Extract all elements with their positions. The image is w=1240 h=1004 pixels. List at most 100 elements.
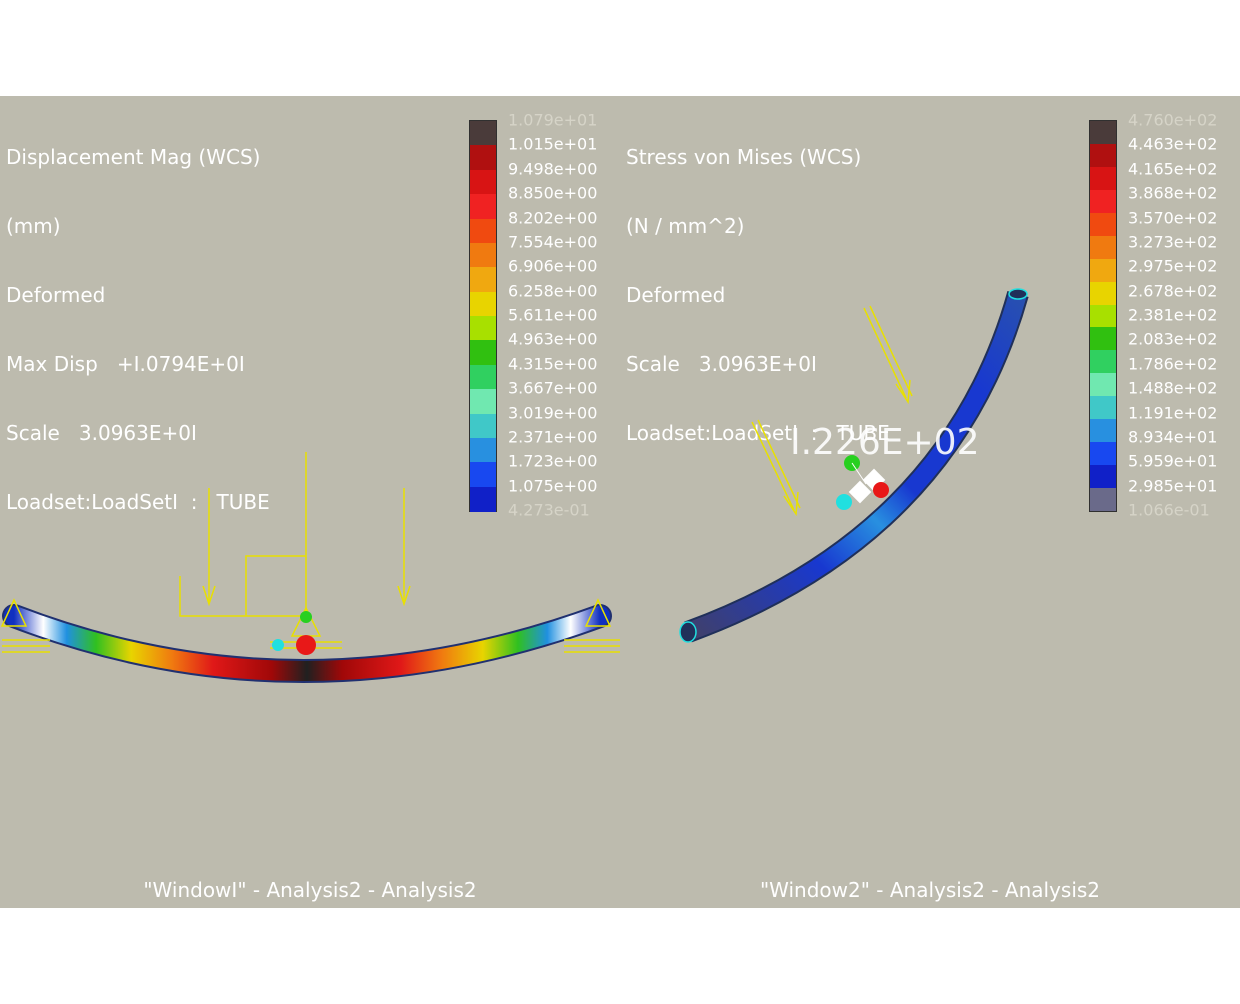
legend-tick-label: 1.015e+01 xyxy=(508,134,598,154)
legend-swatch xyxy=(1090,350,1116,374)
legend-tick-label: 2.083e+02 xyxy=(1128,329,1218,349)
triad-y-marker xyxy=(300,611,312,623)
deformation-scale: Scale 3.0963E+0I xyxy=(626,352,817,376)
loadset-info: Loadset:LoadSetI : TUBE xyxy=(6,490,270,514)
legend-swatch xyxy=(470,218,496,244)
legend-swatch xyxy=(470,267,496,293)
legend-tick-label: 1.723e+00 xyxy=(508,451,598,471)
color-legend: 4.760e+02 4.463e+02 4.165e+02 3.868e+02 3.57… xyxy=(1088,111,1238,520)
tube-model-view[interactable] xyxy=(620,96,1240,908)
legend-tick-label: 6.258e+00 xyxy=(508,281,598,301)
legend-swatch xyxy=(1090,235,1116,260)
legend-tick-label: 3.667e+00 xyxy=(508,378,598,398)
result-units: (N / mm^2) xyxy=(626,214,745,238)
legend-tick-label: 1.075e+00 xyxy=(508,476,598,496)
legend-swatch xyxy=(1090,258,1116,283)
result-info-panel: Displacement Mag (WCS) (mm) Deformed Max… xyxy=(6,100,270,560)
tube-end-left xyxy=(679,621,697,643)
legend-swatch xyxy=(470,437,496,463)
legend-tick-label: 2.678e+02 xyxy=(1128,281,1218,301)
color-legend: 1.079e+01 1.015e+01 9.498e+00 8.850e+00 8.20… xyxy=(468,111,618,520)
legend-color-bar xyxy=(1089,120,1117,512)
legend-swatch xyxy=(470,242,496,268)
legend-swatch xyxy=(470,413,496,439)
legend-swatch xyxy=(470,145,496,171)
legend-tick-label: 2.371e+00 xyxy=(508,427,598,447)
legend-tick-label: 2.975e+02 xyxy=(1128,256,1218,276)
legend-swatch xyxy=(1090,121,1116,145)
result-window-2[interactable]: Stress von Mises (WCS) (N / mm^2) Deform… xyxy=(620,96,1240,908)
legend-swatch xyxy=(1090,143,1116,168)
window-footer: "Window2" - Analysis2 - Analysis2 xyxy=(759,878,1101,902)
result-mode: Deformed xyxy=(626,283,726,307)
legend-tick-label: 3.868e+02 xyxy=(1128,183,1218,203)
legend-swatch xyxy=(1090,442,1116,466)
legend-tick-label: 5.959e+01 xyxy=(1128,451,1218,471)
legend-tick-label: 4.463e+02 xyxy=(1128,134,1218,154)
result-units: (mm) xyxy=(6,214,61,238)
legend-swatch xyxy=(1090,373,1116,397)
legend-tick-label: 1.191e+02 xyxy=(1128,403,1218,422)
legend-tick-label: 1.079e+01 xyxy=(508,110,598,130)
legend-tick-label: 8.934e+01 xyxy=(1128,427,1218,447)
legend-swatch xyxy=(1090,396,1116,420)
legend-tick-label: 3.570e+02 xyxy=(1128,208,1218,227)
legend-swatch xyxy=(1090,465,1116,489)
legend-tick-label: 2.381e+02 xyxy=(1128,305,1218,325)
legend-tick-label: 1.066e-01 xyxy=(1128,500,1210,520)
legend-tick-label: 4.315e+00 xyxy=(508,354,598,374)
legend-swatch xyxy=(1090,304,1116,328)
window-footer: "WindowI" - Analysis2 - Analysis2 xyxy=(143,878,477,902)
legend-swatch xyxy=(1090,212,1116,237)
load-arrows xyxy=(179,452,411,617)
legend-swatch xyxy=(470,194,496,219)
beam-model-view[interactable] xyxy=(0,96,620,908)
legend-tick-label: 7.554e+00 xyxy=(508,232,598,252)
legend-tick-label: 4.760e+02 xyxy=(1128,110,1218,130)
probe-triad xyxy=(836,455,889,510)
legend-tick-label: 1.786e+02 xyxy=(1128,354,1218,374)
result-title: Displacement Mag (WCS) xyxy=(6,145,261,169)
legend-swatch xyxy=(1090,281,1116,306)
triad-x-marker xyxy=(272,639,284,651)
right-support xyxy=(564,598,620,653)
legend-tick-label: 2.985e+01 xyxy=(1128,476,1218,496)
legend-tick-label: 9.498e+00 xyxy=(508,159,598,179)
result-mode: Deformed xyxy=(6,283,106,307)
legend-tick-label: 4.165e+02 xyxy=(1128,159,1218,179)
legend-swatch xyxy=(470,486,496,512)
legend-tick-label: 3.019e+00 xyxy=(508,403,598,422)
legend-tick-label: 3.273e+02 xyxy=(1128,232,1218,252)
probe-value-label: I.226E+02 xyxy=(790,422,980,463)
legend-swatch xyxy=(470,291,496,317)
deformation-scale: Scale 3.0963E+0I xyxy=(6,421,197,445)
legend-swatch xyxy=(470,121,496,146)
legend-swatch xyxy=(1090,327,1116,351)
legend-tick-label: 1.488e+02 xyxy=(1128,378,1218,398)
left-support xyxy=(0,598,50,653)
legend-tick-label: 8.202e+00 xyxy=(508,208,598,227)
legend-tick-label: 4.963e+00 xyxy=(508,329,598,349)
legend-swatch xyxy=(470,340,496,366)
max-displacement: Max Disp +I.0794E+0I xyxy=(6,352,245,376)
triad-z-marker xyxy=(296,635,316,655)
result-title: Stress von Mises (WCS) xyxy=(626,145,862,169)
legend-swatch xyxy=(1090,419,1116,443)
tube-end-right xyxy=(1008,288,1028,300)
legend-swatch xyxy=(470,462,496,488)
load-arrows xyxy=(751,305,913,517)
legend-swatch xyxy=(1090,166,1116,191)
result-window-1[interactable]: Displacement Mag (WCS) (mm) Deformed Max… xyxy=(0,96,620,908)
legend-swatch xyxy=(470,364,496,390)
legend-swatch xyxy=(1090,189,1116,214)
graphics-viewport[interactable]: Displacement Mag (WCS) (mm) Deformed Max… xyxy=(0,96,1240,908)
legend-swatch xyxy=(1090,488,1116,512)
legend-tick-label: 8.850e+00 xyxy=(508,183,598,203)
legend-swatch xyxy=(470,316,496,341)
legend-swatch xyxy=(470,389,496,414)
legend-swatch xyxy=(470,169,496,195)
legend-tick-label: 4.273e-01 xyxy=(508,500,590,520)
legend-tick-label: 6.906e+00 xyxy=(508,256,598,276)
legend-tick-label: 5.611e+00 xyxy=(508,305,598,325)
legend-color-bar xyxy=(469,120,497,512)
